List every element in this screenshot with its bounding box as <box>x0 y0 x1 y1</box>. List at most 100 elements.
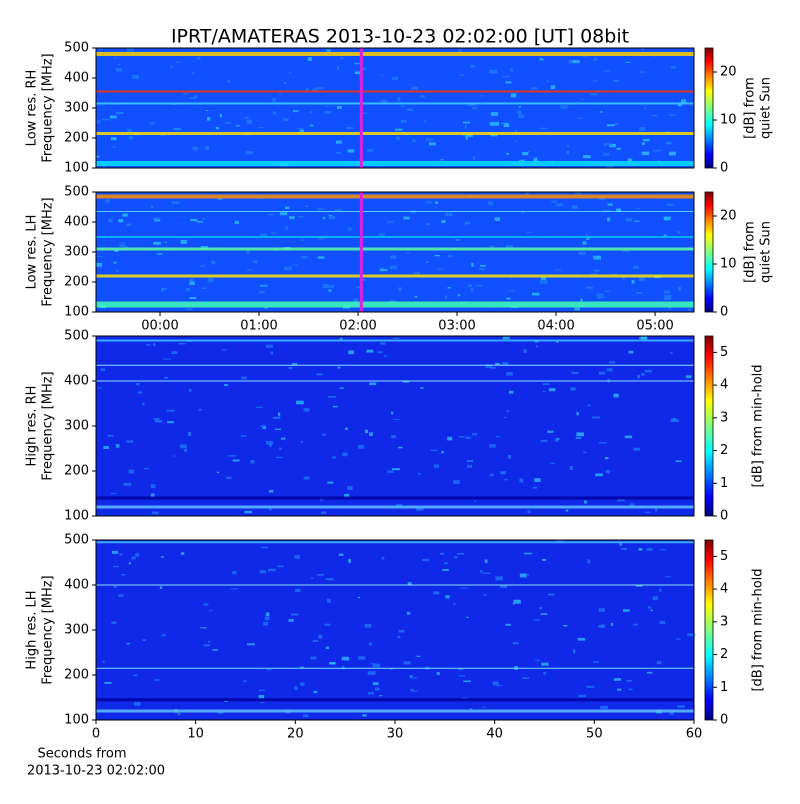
spectrogram-texture <box>269 507 272 511</box>
spectrogram-texture <box>126 643 131 645</box>
spectrogram-texture <box>103 446 109 449</box>
spectrogram-texture <box>327 481 334 484</box>
spectrogram-texture <box>510 68 514 72</box>
spectrogram-texture <box>360 67 367 70</box>
spectrogram-texture <box>548 388 556 392</box>
spectrogram-texture <box>202 287 207 289</box>
x-tick-label: 05:00 <box>636 319 673 334</box>
spectrogram-texture <box>390 411 394 415</box>
spectrogram-texture <box>107 434 114 437</box>
y-tick-label: 200 <box>64 464 89 479</box>
spectrogram-texture <box>154 219 161 222</box>
spectrogram-texture <box>663 216 671 221</box>
spectrogram-texture <box>593 255 601 260</box>
spectrogram-band <box>96 339 694 342</box>
spectrogram-texture <box>542 390 546 392</box>
spectrogram-texture <box>410 677 418 679</box>
y-axis-label: High res. LH <box>25 590 40 669</box>
colorbar-tick-label: 0 <box>720 161 728 176</box>
spectrogram-texture <box>171 201 180 205</box>
spectrogram-texture <box>217 198 223 200</box>
spectrogram-texture <box>185 287 191 292</box>
spectrogram-texture <box>594 269 600 272</box>
spectrogram-texture <box>348 559 351 563</box>
spectrogram-texture <box>290 613 299 616</box>
colorbar-label: quiet Sun <box>759 221 774 283</box>
spectrogram-texture <box>378 233 385 236</box>
spectrogram-texture <box>189 388 192 392</box>
spectrogram-texture <box>541 662 549 666</box>
spectrogram-texture <box>411 690 418 692</box>
spectrogram-texture <box>420 387 424 389</box>
spectrogram-band <box>96 301 694 308</box>
y-tick-label: 500 <box>64 533 89 548</box>
spectrogram-texture <box>118 594 124 597</box>
y-tick-label: 200 <box>64 275 89 290</box>
spectrogram-texture <box>469 708 473 711</box>
spectrogram-texture <box>259 285 268 287</box>
spectrogram-texture <box>181 552 185 555</box>
spectrogram-texture <box>327 285 335 289</box>
spectrogram-texture <box>465 134 473 137</box>
spectrogram-texture <box>541 277 547 280</box>
spectrogram-texture <box>387 470 394 473</box>
colorbar-label: [dB] from <box>743 221 758 283</box>
spectrogram-texture <box>638 277 645 282</box>
spectrogram-texture <box>111 550 118 554</box>
x-tick-label: 20 <box>287 727 304 742</box>
spectrogram-texture <box>272 416 281 419</box>
spectrogram-texture <box>337 366 341 369</box>
colorbar-label: [dB] from <box>743 77 758 139</box>
spectrogram-texture <box>97 387 102 389</box>
spectrogram-texture <box>639 126 646 131</box>
spectrogram-texture <box>526 231 534 233</box>
spectrogram-texture <box>466 464 473 468</box>
spectrogram-texture <box>593 80 598 82</box>
spectrogram-texture <box>369 432 373 436</box>
spectrogram-texture <box>296 127 304 130</box>
spectrogram-texture <box>676 638 681 640</box>
spectrogram-texture <box>102 660 105 663</box>
spectrogram-texture <box>515 129 518 133</box>
spectrogram-texture <box>463 680 471 683</box>
spectrogram-texture <box>322 284 328 289</box>
spectrogram-texture <box>501 122 509 125</box>
spectrogram-texture <box>666 203 674 206</box>
spectrogram-texture <box>303 714 309 718</box>
spectrogram-texture <box>575 192 582 195</box>
spectrogram-texture <box>464 222 469 225</box>
colorbar-tick-label: 1 <box>720 476 728 491</box>
spectrogram-texture <box>622 277 625 280</box>
spectrogram-texture <box>142 639 146 641</box>
y-tick-label: 100 <box>64 713 89 728</box>
spectrogram-texture <box>151 205 154 209</box>
spectrogram-band <box>96 709 694 713</box>
spectrogram-texture <box>503 123 510 128</box>
spectrogram-texture <box>334 209 343 212</box>
spectrogram-texture <box>495 362 501 365</box>
spectrogram-texture <box>642 142 645 146</box>
spectrogram-band <box>96 698 694 702</box>
spectrogram-texture <box>668 151 676 156</box>
spectrogram-texture <box>475 284 483 287</box>
spectrogram-texture <box>309 110 312 114</box>
spectrogram-texture <box>669 711 675 715</box>
spectrogram-texture <box>400 119 407 123</box>
spectrogram-texture <box>513 599 521 604</box>
spectrogram-texture <box>101 118 110 121</box>
spectrogram-texture <box>189 281 195 286</box>
spectrogram-texture <box>316 208 325 211</box>
spectrogram-texture <box>190 219 198 222</box>
spectrogram-texture <box>305 205 309 208</box>
spectrogram-texture <box>542 383 550 386</box>
spectrogram-texture <box>565 509 569 512</box>
spectrogram-texture <box>455 239 461 241</box>
spectrogram-texture <box>384 355 388 357</box>
spectrogram-texture <box>605 469 610 474</box>
spectrogram-texture <box>433 464 440 468</box>
spectrogram-texture <box>659 620 666 624</box>
spectrogram-texture <box>324 623 331 626</box>
spectrogram-texture <box>289 216 295 220</box>
spectrogram-background <box>96 48 694 168</box>
